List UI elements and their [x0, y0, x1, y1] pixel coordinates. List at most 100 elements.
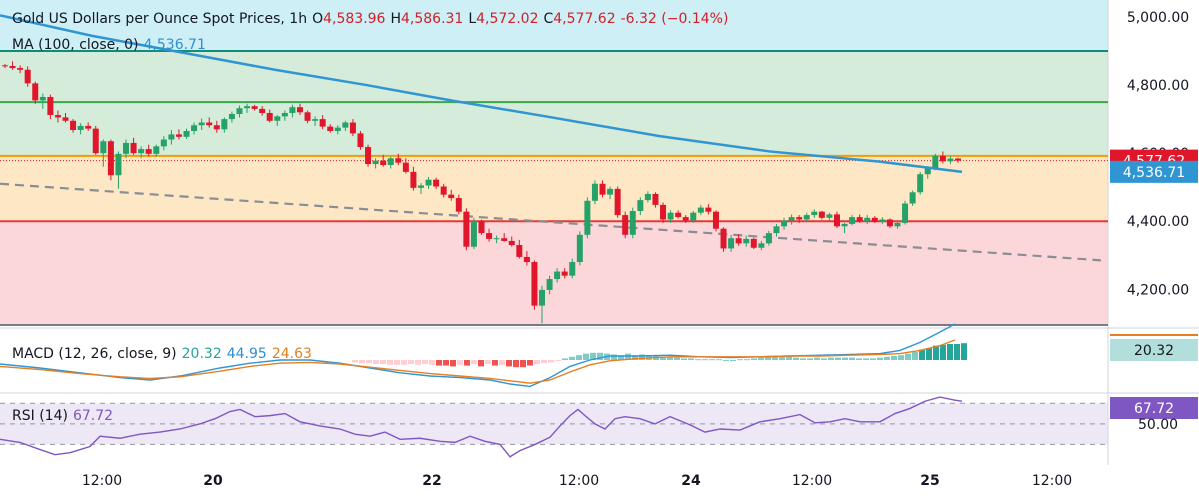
- candle-body: [54, 115, 61, 118]
- zone-green: [0, 51, 1108, 156]
- candle-body: [561, 271, 568, 276]
- macd-histogram-bar: [765, 356, 771, 360]
- macd-histogram-bar: [954, 344, 960, 360]
- macd-histogram-bar: [422, 360, 428, 364]
- macd-line-value: 44.95: [226, 346, 267, 362]
- macd-legend[interactable]: MACD (12, 26, close, 9) 20.32 44.95 24.63: [12, 346, 317, 362]
- candle-body: [607, 188, 614, 195]
- price-zones: [0, 0, 1199, 465]
- macd-histogram-bar: [471, 360, 477, 364]
- time-tick-label: 12:00: [82, 473, 122, 489]
- macd-histogram-bar: [394, 360, 400, 365]
- macd-signal-value: 24.63: [271, 346, 312, 362]
- candle-body: [501, 238, 508, 241]
- macd-histogram-bar: [793, 357, 799, 360]
- ma-series: [0, 14, 963, 174]
- macd-histogram-bar: [387, 360, 393, 365]
- macd-signal-line: [0, 339, 956, 384]
- candle-body: [39, 96, 46, 101]
- time-tick-label: 12:00: [1032, 473, 1072, 489]
- time-tick-label: 24: [681, 473, 701, 489]
- time-tick-label: 25: [920, 473, 939, 489]
- macd-histogram-bar: [513, 360, 519, 368]
- candle-body: [478, 221, 485, 234]
- macd-histogram-bar: [800, 358, 806, 360]
- macd-histogram-bar: [429, 360, 435, 365]
- candle-body: [244, 106, 251, 109]
- macd-pane: [0, 323, 967, 388]
- open-label: O: [312, 11, 324, 27]
- rsi-legend[interactable]: RSI (14) 67.72: [12, 408, 118, 424]
- macd-histogram-bar: [891, 356, 897, 360]
- candle-body: [955, 158, 961, 161]
- trendline: [0, 182, 1101, 262]
- macd-histogram-bar: [688, 358, 694, 360]
- macd-histogram-bar: [506, 360, 512, 367]
- candle-body: [886, 219, 893, 227]
- candle-body: [213, 125, 220, 130]
- candle-body: [720, 228, 727, 249]
- rsi-tick-label: 50.00: [1138, 417, 1178, 433]
- macd-histogram-bar: [751, 358, 757, 360]
- candle-body: [932, 155, 939, 169]
- candle-body: [516, 245, 523, 257]
- macd-histogram-bar: [366, 360, 372, 364]
- macd-histogram-bar: [667, 357, 673, 360]
- candle-body: [191, 125, 198, 132]
- ma-price-tag: [1110, 160, 1198, 183]
- macd-histogram-bar: [884, 356, 890, 360]
- candle-body: [251, 106, 258, 109]
- candle-body: [387, 158, 394, 166]
- candle-body: [743, 238, 750, 244]
- candle-body: [448, 194, 455, 199]
- macd-histogram-bar: [870, 358, 876, 360]
- candle-body: [62, 117, 69, 121]
- price-tick-label: 4,800.00: [1127, 78, 1189, 94]
- macd-histogram-bar: [632, 355, 638, 360]
- candle-body: [569, 262, 576, 276]
- rsi-value-tag: [1110, 397, 1198, 419]
- candle-body: [455, 198, 462, 212]
- macd-histogram-bar: [674, 357, 680, 360]
- macd-histogram-bar: [408, 360, 414, 364]
- candle-body: [334, 127, 341, 132]
- candle-body: [380, 160, 387, 166]
- candle-body: [614, 188, 621, 216]
- candlesticks: [2, 61, 961, 324]
- candle-body: [206, 122, 213, 126]
- candle-body: [735, 238, 742, 244]
- candle-body: [100, 141, 107, 154]
- macd-histogram-bar: [401, 360, 407, 365]
- macd-histogram-bar: [576, 355, 582, 360]
- candle-body: [153, 146, 160, 154]
- candle-body: [2, 65, 8, 67]
- candle-body: [266, 112, 273, 121]
- candle-body: [939, 155, 946, 162]
- header-ohlc: Gold US Dollars per Ounce Spot Prices, 1…: [12, 11, 733, 27]
- close-label: C: [543, 11, 554, 27]
- macd-histogram-bar: [597, 352, 603, 360]
- macd-line: [0, 323, 956, 388]
- price-tick-label: 5,000.00: [1127, 10, 1189, 26]
- zone-red: [0, 221, 1108, 325]
- candle-body: [652, 193, 659, 205]
- macd-histogram-bar: [828, 357, 834, 360]
- candle-body: [856, 217, 863, 222]
- candle-body: [24, 69, 31, 84]
- time-tick-label: 22: [422, 473, 441, 489]
- candle-body: [705, 207, 712, 212]
- candle-body: [796, 217, 803, 220]
- candle-body: [697, 207, 704, 213]
- candle-body: [508, 240, 515, 246]
- candle-body: [909, 192, 916, 204]
- rsi-value-tag-label: 67.72: [1134, 401, 1174, 417]
- candle-body: [115, 153, 122, 176]
- rsi-value: 67.72: [72, 408, 114, 424]
- candle-body: [841, 223, 848, 227]
- ma-legend[interactable]: MA (100, close, 0) 4,536.71: [12, 37, 211, 53]
- price-tick-label: 4,200.00: [1127, 282, 1189, 298]
- high-label: H: [390, 11, 401, 27]
- candle-body: [644, 193, 651, 201]
- candle-body: [365, 147, 372, 165]
- time-tick-label: 12:00: [559, 473, 599, 489]
